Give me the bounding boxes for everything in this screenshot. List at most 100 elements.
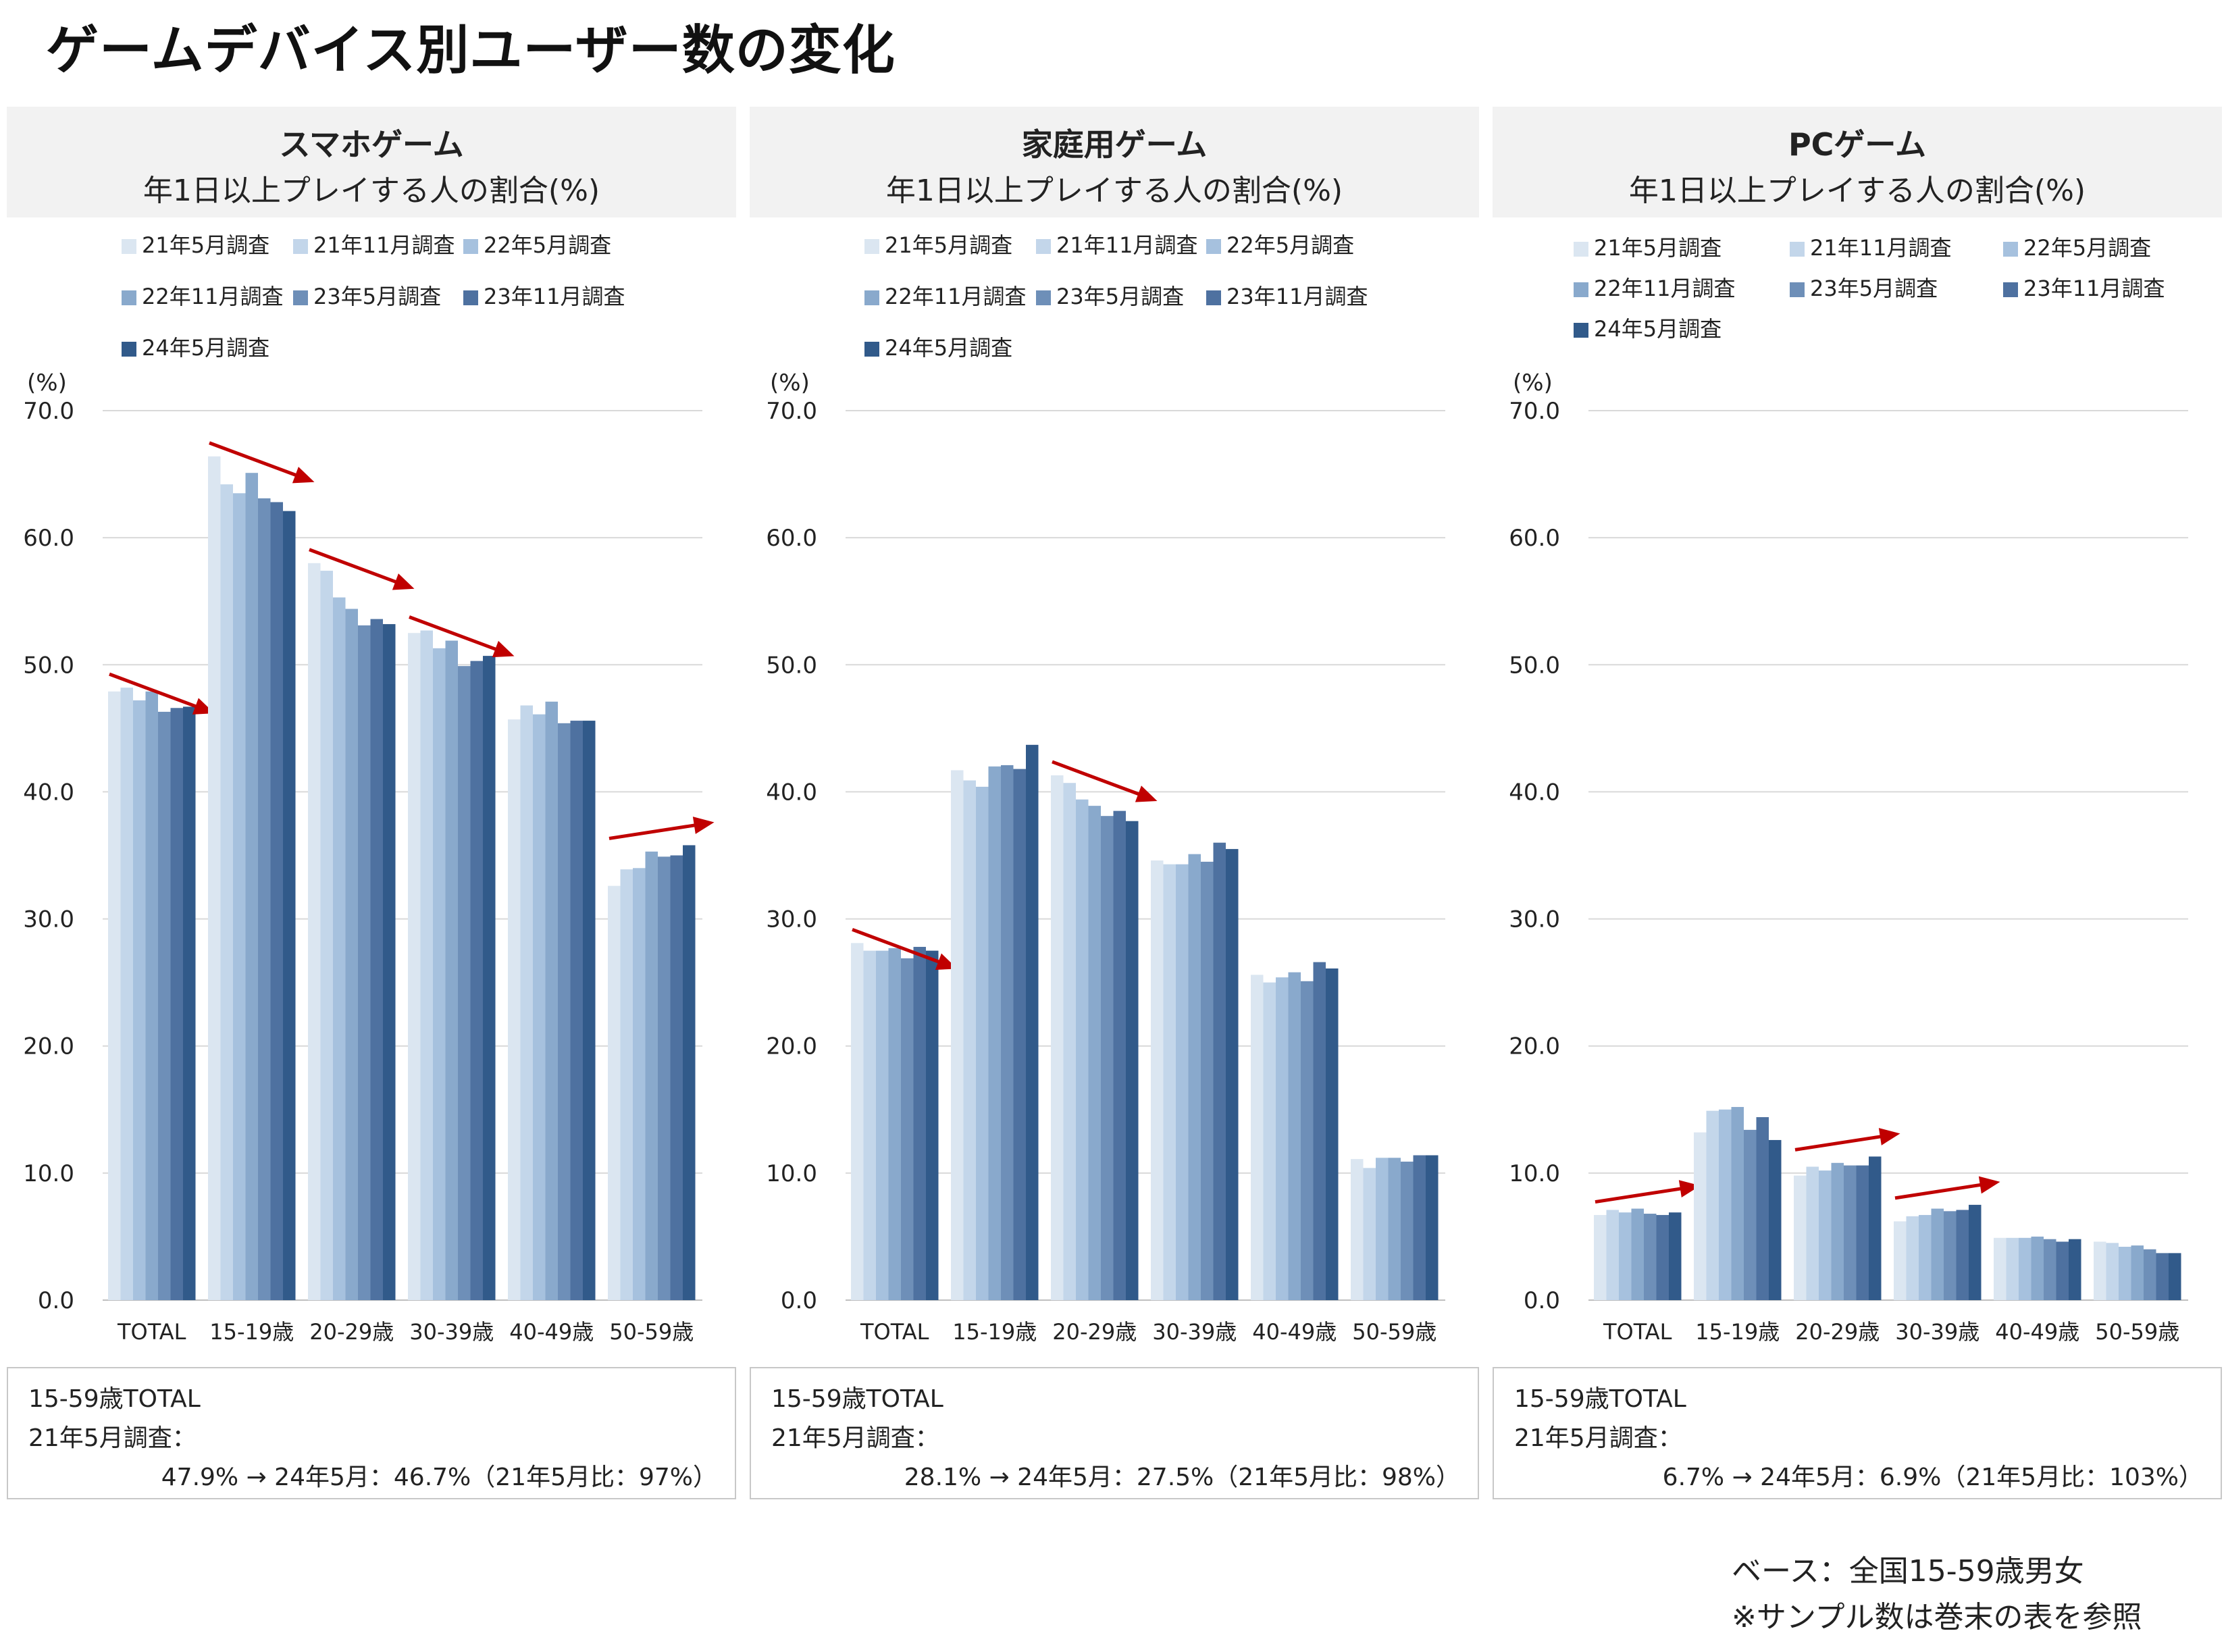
bar	[658, 856, 671, 1300]
bar	[1756, 1117, 1769, 1300]
y-tick-label: 70.0	[766, 398, 817, 425]
bar	[1644, 1214, 1657, 1300]
bar	[1263, 982, 1276, 1300]
legend-label: 22年11月調査	[1594, 276, 1736, 301]
trend-arrow-head	[392, 573, 415, 590]
summary-label: 15-59歳TOTAL	[771, 1385, 943, 1413]
legend-item: 22年11月調査	[122, 280, 283, 311]
bar	[583, 721, 596, 1300]
y-axis-unit: (%)	[1513, 369, 1553, 396]
x-tick-label: 15-19歳	[209, 1319, 294, 1345]
bar	[2031, 1236, 2044, 1300]
trend-arrow	[1052, 760, 1143, 798]
bar	[1288, 972, 1301, 1300]
bar	[170, 708, 183, 1300]
y-tick-label: 60.0	[23, 525, 74, 552]
bar	[1806, 1166, 1819, 1300]
legend-swatch	[1790, 242, 1805, 257]
y-tick-label: 70.0	[1509, 398, 1560, 425]
legend-item: 23年5月調査	[293, 280, 441, 311]
bar	[1001, 765, 1014, 1300]
bar	[545, 701, 558, 1300]
panel-subtitle: 年1日以上プレイする人の割合(%)	[1628, 174, 2086, 208]
bar	[1201, 861, 1214, 1300]
legend-label: 23年11月調査	[484, 284, 625, 309]
x-tick-label: 30-39歳	[1895, 1319, 1979, 1345]
bar	[1944, 1211, 1957, 1300]
bar	[1176, 864, 1189, 1300]
bar-chart: (%)70.0 60.0 50.0 40.0 30.0 20.0 10.0 0.0 TOTAL 1…	[1509, 369, 2188, 1345]
legend-item: 21年5月調査	[122, 228, 269, 259]
y-tick-label: 20.0	[23, 1033, 74, 1060]
bar	[370, 619, 383, 1300]
legend-label: 23年11月調査	[2023, 276, 2165, 301]
bar	[1656, 1214, 1669, 1300]
legend-label: 22年11月調査	[142, 284, 284, 309]
legend-label: 24年5月調査	[1594, 316, 1722, 342]
legend-label: 24年5月調査	[142, 335, 270, 361]
bar	[1856, 1165, 1869, 1300]
x-tick-label: TOTAL	[860, 1319, 929, 1345]
bar	[320, 571, 333, 1300]
bar	[633, 868, 646, 1300]
bar	[1313, 962, 1326, 1300]
bar	[683, 845, 696, 1300]
summary-base: 21年5月調査：	[28, 1424, 197, 1452]
x-tick-label: 50-59歳	[2095, 1319, 2179, 1345]
legend-item: 22年5月調査	[463, 228, 611, 259]
y-tick-label: 20.0	[1509, 1033, 1560, 1060]
x-tick-label: 20-29歳	[1052, 1319, 1137, 1345]
bar	[1631, 1208, 1644, 1300]
legend-swatch	[293, 239, 308, 254]
bar	[1769, 1139, 1782, 1300]
y-tick-label: 40.0	[23, 779, 74, 806]
legend-item: 24年5月調査	[864, 331, 1012, 362]
bar	[976, 786, 989, 1300]
trend-arrow	[209, 441, 301, 478]
legend-label: 23年5月調査	[1810, 276, 1938, 301]
legend-item: 24年5月調査	[122, 331, 269, 362]
x-tick-label: 40-49歳	[509, 1319, 594, 1345]
bar	[1426, 1155, 1439, 1300]
bar	[1413, 1155, 1426, 1300]
trend-arrow-head	[1135, 785, 1158, 802]
y-tick-label: 10.0	[766, 1160, 817, 1187]
summary-base: 21年5月調査：	[771, 1424, 939, 1452]
legend-item: 23年11月調査	[2003, 272, 2165, 303]
bar	[1669, 1212, 1682, 1300]
legend-swatch	[2003, 242, 2018, 257]
bar	[2069, 1239, 2081, 1300]
panel-subtitle: 年1日以上プレイする人の割合(%)	[885, 174, 1343, 208]
bar	[2106, 1243, 2119, 1300]
bar	[358, 625, 371, 1300]
bar	[1026, 744, 1039, 1300]
legend-swatch	[122, 239, 136, 254]
bar	[520, 705, 533, 1300]
legend-label: 21年5月調査	[1594, 235, 1722, 261]
legend-label: 24年5月調査	[885, 335, 1013, 361]
bar	[245, 473, 258, 1301]
y-tick-label: 40.0	[1509, 779, 1560, 806]
bar	[1906, 1216, 1919, 1300]
x-tick-label: 30-39歳	[1152, 1319, 1237, 1345]
summary-base: 21年5月調査：	[1514, 1424, 1682, 1452]
bar	[1113, 810, 1126, 1300]
trend-arrow	[852, 927, 943, 965]
legend-swatch	[864, 342, 879, 357]
bar	[345, 609, 358, 1300]
y-tick-label: 30.0	[23, 906, 74, 933]
bar	[2156, 1253, 2169, 1300]
panel-title: スマホゲーム	[279, 126, 464, 163]
legend-item: 23年11月調査	[463, 280, 625, 311]
bar	[120, 688, 133, 1300]
bar	[1101, 816, 1114, 1300]
summary-box: 15-59歳TOTAL 21年5月調査： 47.9% → 24年5月：46.7%…	[7, 1367, 736, 1499]
bar	[270, 502, 283, 1300]
bar-chart: (%)70.0 60.0 50.0 40.0 30.0 20.0 10.0 0.0 TOTAL 1…	[766, 369, 1445, 1345]
legend-swatch	[1036, 290, 1051, 305]
bar	[1731, 1107, 1744, 1300]
legend-item: 23年5月調査	[1790, 272, 1938, 303]
trend-arrow	[109, 672, 201, 710]
bar	[645, 851, 658, 1300]
summary-result: 47.9% → 24年5月：46.7%（21年5月比：97%）	[161, 1464, 717, 1491]
